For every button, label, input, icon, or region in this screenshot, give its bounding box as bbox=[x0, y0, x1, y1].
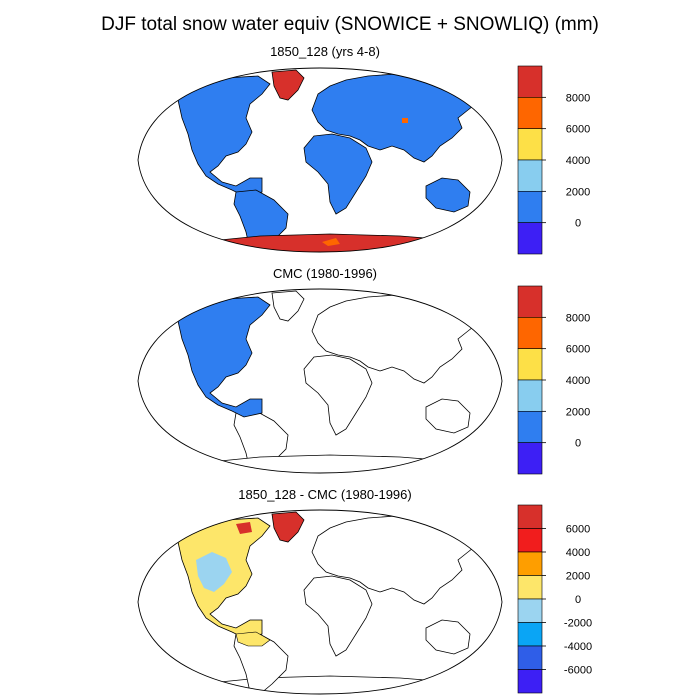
colorbar-2-swatch bbox=[517, 379, 543, 412]
diff-land-outline bbox=[179, 515, 479, 694]
colorbar-1-swatch bbox=[517, 159, 543, 192]
colorbar-1-swatch bbox=[517, 65, 543, 98]
diff-light-blue-patch bbox=[196, 552, 232, 592]
colorbar-2: 8000 6000 4000 2000 0 bbox=[517, 285, 590, 475]
colorbar-1-label: 0 bbox=[575, 218, 581, 230]
colorbar-3-label: 2000 bbox=[566, 571, 590, 583]
colorbar-3-label: -2000 bbox=[564, 618, 592, 630]
colorbar-2-label: 6000 bbox=[566, 344, 590, 356]
tibet-orange-patch bbox=[402, 118, 408, 123]
colorbar-3-label: 4000 bbox=[566, 547, 590, 559]
colorbar-1: 8000 6000 4000 2000 0 bbox=[517, 65, 590, 255]
map-border-2 bbox=[137, 288, 503, 474]
colorbar-2-label: 0 bbox=[575, 438, 581, 450]
colorbar-1-swatch bbox=[517, 222, 543, 255]
colorbar-3-swatch bbox=[517, 669, 543, 694]
colorbar-1-label: 4000 bbox=[566, 155, 590, 167]
panel-3-title: 1850_128 - CMC (1980-1996) bbox=[238, 487, 412, 502]
colorbar-3: 6000 4000 2000 0 -2000 -4000 -6000 bbox=[517, 504, 592, 694]
panel-2-title: CMC (1980-1996) bbox=[272, 266, 378, 281]
colorbar-3-swatch bbox=[517, 645, 543, 670]
colorbar-2-swatch bbox=[517, 411, 543, 443]
colorbar-3-label: -4000 bbox=[564, 641, 592, 653]
figure-title: DJF total snow water equiv (SNOWICE + SN… bbox=[101, 14, 599, 35]
diff-samerica-north bbox=[235, 631, 271, 647]
colorbar-3-label: -6000 bbox=[564, 665, 592, 677]
map-panel-2 bbox=[137, 288, 503, 474]
colorbar-1-label: 6000 bbox=[566, 124, 590, 136]
colorbar-2-label: 4000 bbox=[566, 375, 590, 387]
colorbar-3-label: 6000 bbox=[566, 524, 590, 536]
colorbar-3-swatch bbox=[517, 598, 543, 623]
colorbar-2-label: 2000 bbox=[566, 406, 590, 418]
map-border-3 bbox=[137, 509, 503, 695]
antarctica-orange-patch bbox=[322, 238, 340, 246]
colorbar-2-swatch bbox=[517, 348, 543, 381]
colorbar-2-swatch bbox=[517, 285, 543, 318]
map-panel-1 bbox=[137, 67, 503, 253]
colorbar-1-swatch bbox=[517, 191, 543, 223]
colorbar-3-swatch bbox=[517, 528, 543, 553]
colorbar-1-label: 2000 bbox=[566, 186, 590, 198]
colorbar-1-swatch bbox=[517, 128, 543, 161]
colorbar-3-swatch bbox=[517, 504, 543, 529]
colorbar-2-swatch bbox=[517, 317, 543, 349]
colorbar-3-swatch bbox=[517, 575, 543, 600]
colorbar-3-swatch bbox=[517, 551, 543, 576]
map-border-1 bbox=[137, 67, 503, 253]
panel-1-title: 1850_128 (yrs 4-8) bbox=[270, 44, 380, 59]
colorbar-2-label: 8000 bbox=[566, 312, 590, 324]
colorbar-1-swatch bbox=[517, 97, 543, 129]
colorbar-3-swatch bbox=[517, 622, 543, 647]
colorbar-3-label: 0 bbox=[575, 594, 581, 606]
colorbar-1-label: 8000 bbox=[566, 92, 590, 104]
diff-arctic-red bbox=[236, 522, 252, 534]
map-panel-3 bbox=[137, 509, 503, 695]
colorbar-2-swatch bbox=[517, 442, 543, 475]
